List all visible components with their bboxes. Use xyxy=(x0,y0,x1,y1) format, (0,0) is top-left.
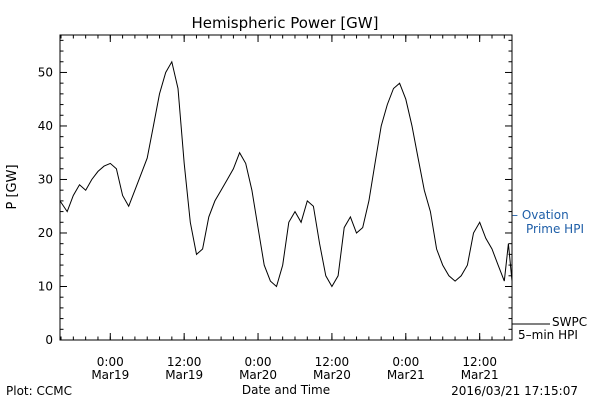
x-tick-label-time: 12:00 xyxy=(167,355,202,369)
legend-swpc-line1: SWPC xyxy=(552,315,587,329)
x-tick-label-date: Mar21 xyxy=(461,368,499,382)
y-tick-label: 30 xyxy=(38,172,53,186)
x-tick-label-time: 0:00 xyxy=(97,355,124,369)
x-axis-label: Date and Time xyxy=(242,383,330,397)
x-tick-label-date: Mar19 xyxy=(91,368,129,382)
x-tick-label-time: 12:00 xyxy=(462,355,497,369)
x-tick-label-date: Mar19 xyxy=(165,368,203,382)
plot-credit: Plot: CCMC xyxy=(6,384,72,398)
x-tick-label-time: 0:00 xyxy=(245,355,272,369)
y-tick-label: 10 xyxy=(38,279,53,293)
x-tick-label-time: 0:00 xyxy=(392,355,419,369)
legend-ovation-line1: – Ovation xyxy=(512,208,569,222)
x-tick-label-date: Mar20 xyxy=(239,368,277,382)
x-tick-label-time: 12:00 xyxy=(315,355,350,369)
ovation-prime-hpi-line xyxy=(59,60,513,288)
x-axis-ticks: 0:00Mar1912:00Mar190:00Mar2012:00Mar200:… xyxy=(60,35,505,382)
y-axis-ticks: 0 10 20 30 40 50 xyxy=(38,39,512,347)
y-tick-label: 0 xyxy=(45,333,53,347)
y-tick-label: 50 xyxy=(38,65,53,79)
y-tick-label: 40 xyxy=(38,119,53,133)
legend-ovation-line2: Prime HPI xyxy=(526,222,584,236)
chart-title: Hemispheric Power [GW] xyxy=(192,14,379,32)
plot-timestamp: 2016/03/21 17:15:07 xyxy=(451,384,578,398)
x-tick-label-date: Mar21 xyxy=(387,368,425,382)
legend-swpc-line2: 5–min HPI xyxy=(518,328,578,342)
plot-frame xyxy=(59,34,513,341)
y-tick-label: 20 xyxy=(38,226,53,240)
y-axis-label: P [GW] xyxy=(5,164,20,209)
x-tick-label-date: Mar20 xyxy=(313,368,351,382)
